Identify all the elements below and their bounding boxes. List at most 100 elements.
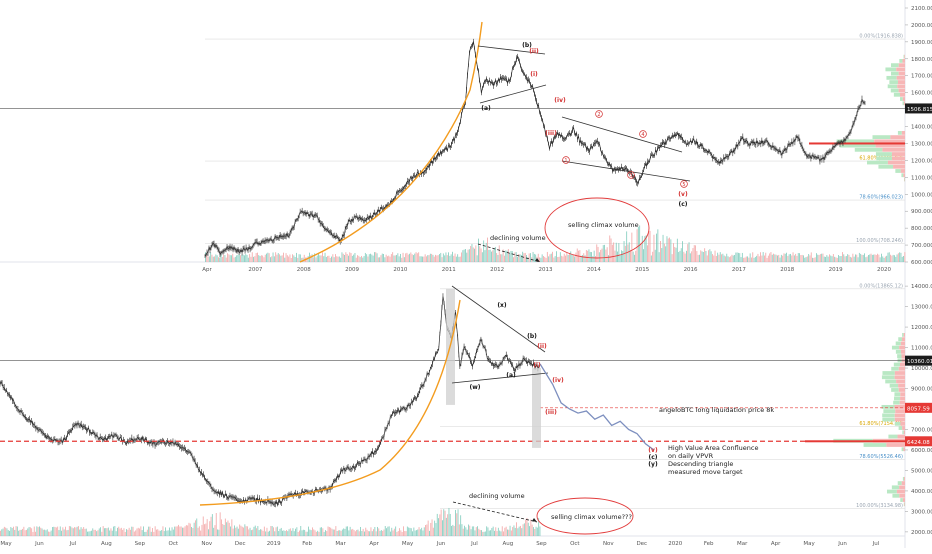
- volume-bar: [398, 531, 399, 536]
- volume-bar: [397, 532, 398, 536]
- volume-bar: [66, 530, 67, 536]
- volume-bar: [340, 258, 341, 262]
- volume-bar: [655, 250, 656, 262]
- wave-label: 3: [629, 173, 632, 179]
- y-tick-label: 11000.00: [911, 346, 932, 352]
- volume-bar: [642, 236, 643, 262]
- volume-bar: [478, 239, 479, 262]
- volume-bar: [371, 527, 372, 536]
- volume-bar: [850, 257, 851, 262]
- volume-bar: [182, 528, 183, 536]
- volume-bar: [247, 255, 248, 262]
- volume-bar: [568, 255, 569, 262]
- volume-bar: [124, 528, 125, 536]
- annotation-selling-climax: selling climax volume???: [551, 513, 632, 521]
- volume-bar: [266, 254, 267, 262]
- volume-bar: [316, 532, 317, 536]
- volume-bar: [543, 256, 544, 262]
- volume-bar: [839, 256, 840, 262]
- volume-bar: [295, 257, 296, 262]
- fib-level-label: 78.60%(5526.46): [859, 454, 903, 460]
- volume-bar: [311, 530, 312, 536]
- volume-bar: [802, 255, 803, 262]
- volume-bar: [416, 530, 417, 536]
- volume-bar: [511, 251, 512, 262]
- volume-bar: [68, 530, 69, 536]
- volume-bar: [462, 250, 463, 262]
- volume-bar: [140, 526, 141, 536]
- volume-bar: [270, 257, 271, 262]
- x-tick-label: Jun: [436, 541, 446, 547]
- volume-bar: [704, 248, 705, 262]
- volume-bar: [622, 251, 623, 262]
- volume-bar: [357, 255, 358, 262]
- volume-bar: [884, 258, 885, 262]
- volume-bar: [724, 256, 725, 262]
- volume-bar: [82, 529, 83, 536]
- volume-bar: [878, 255, 879, 262]
- volume-bar: [304, 530, 305, 536]
- volume-bar: [742, 253, 743, 262]
- volume-bar: [70, 526, 71, 536]
- volume-bar: [232, 254, 233, 262]
- annotation-declining-volume: declining volume: [490, 234, 546, 242]
- volume-bar: [516, 252, 517, 262]
- volume-bar: [228, 521, 229, 536]
- vpvr-bar: [883, 409, 895, 413]
- volume-bar: [670, 239, 671, 262]
- volume-bar: [663, 235, 664, 262]
- vpvr-bar: [899, 367, 905, 371]
- vpvr-bar: [900, 97, 903, 101]
- volume-bar: [442, 257, 443, 262]
- volume-bar: [286, 253, 287, 262]
- volume-bar: [443, 253, 444, 262]
- volume-bar: [764, 256, 765, 262]
- volume-bar: [244, 255, 245, 262]
- vpvr-bar: [895, 418, 905, 422]
- vpvr-bar: [895, 422, 901, 426]
- volume-bar: [335, 526, 336, 536]
- volume-bar: [190, 524, 191, 536]
- volume-bar: [547, 252, 548, 262]
- volume-bar: [498, 528, 499, 536]
- parabolic-curve: [300, 22, 482, 262]
- volume-bar: [309, 530, 310, 536]
- vpvr-bar: [902, 426, 905, 430]
- volume-bar: [452, 252, 453, 262]
- volume-bar: [886, 256, 887, 262]
- volume-bar: [617, 252, 618, 262]
- volume-bar: [360, 257, 361, 262]
- volume-bar: [78, 526, 79, 536]
- x-tick-label: 2007: [248, 267, 262, 273]
- x-tick-label: 2020: [668, 541, 682, 547]
- volume-bar: [514, 525, 515, 536]
- volume-bar: [195, 520, 196, 536]
- volume-bar: [674, 247, 675, 262]
- volume-bar: [152, 528, 153, 536]
- volume-bar: [336, 256, 337, 262]
- volume-bar: [824, 257, 825, 262]
- volume-bar: [165, 527, 166, 536]
- x-tick-label: Jun: [837, 541, 847, 547]
- volume-bar: [643, 249, 644, 262]
- volume-bar: [492, 250, 493, 262]
- volume-bar: [315, 530, 316, 536]
- volume-bar: [747, 256, 748, 262]
- volume-bar: [235, 257, 236, 262]
- volume-bar: [599, 252, 600, 262]
- volume-bar: [377, 253, 378, 262]
- volume-bar: [785, 254, 786, 262]
- volume-bar: [565, 256, 566, 262]
- volume-bar: [459, 524, 460, 536]
- volume-bar: [544, 257, 545, 262]
- wave-label: (iii): [545, 409, 557, 416]
- volume-bar: [371, 255, 372, 262]
- volume-bar: [815, 257, 816, 262]
- volume-bar: [267, 253, 268, 262]
- x-tick-label: Mar: [737, 541, 748, 547]
- vpvr-bar: [876, 152, 892, 156]
- volume-bar: [277, 255, 278, 262]
- volume-bar: [455, 510, 456, 536]
- volume-bar: [559, 257, 560, 262]
